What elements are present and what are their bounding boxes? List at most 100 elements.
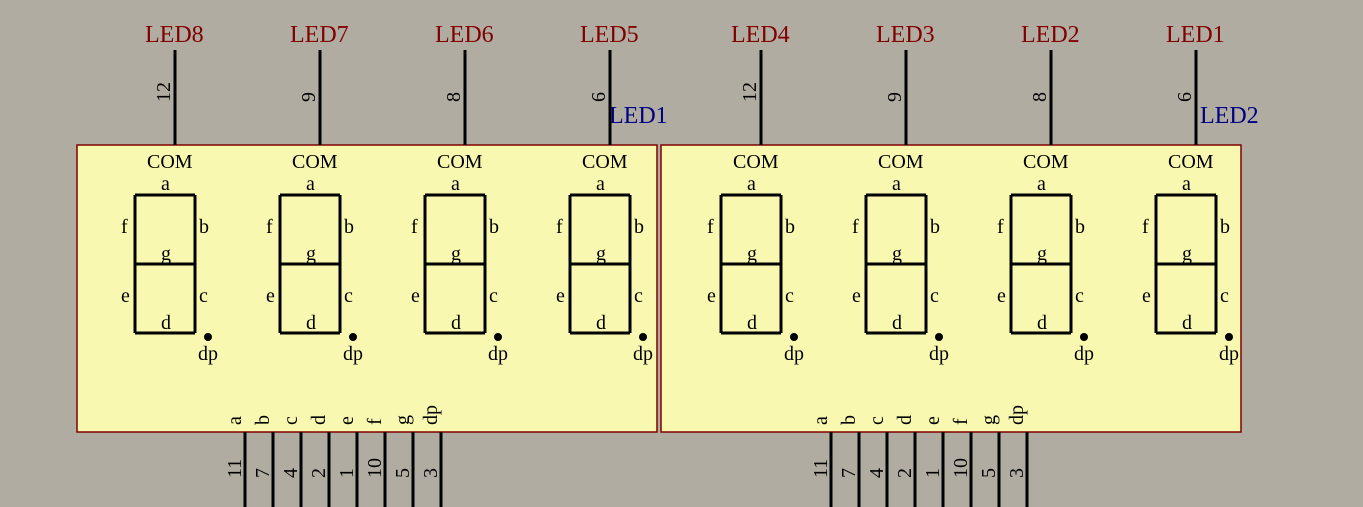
com-label: COM xyxy=(1023,151,1069,173)
com-label: COM xyxy=(437,151,483,173)
bottom-pin-label: c xyxy=(280,416,302,425)
bottom-pin-number: 5 xyxy=(978,468,1000,478)
lbl-a: a xyxy=(747,173,756,195)
lbl-dp: dp xyxy=(488,343,508,365)
schematic-canvas: LED1LED812COMLED79COMLED68COMLED56COMagd… xyxy=(0,0,1363,507)
bottom-pin-number: 7 xyxy=(252,468,274,478)
seg-dp xyxy=(204,333,212,341)
lbl-d: d xyxy=(1182,312,1192,334)
net-label: LED8 xyxy=(145,22,204,48)
lbl-g: g xyxy=(451,243,461,265)
com-label: COM xyxy=(582,151,628,173)
lbl-f: f xyxy=(1142,216,1149,238)
lbl-a: a xyxy=(306,173,315,195)
bottom-pin-number: 10 xyxy=(364,458,386,478)
seg-dp xyxy=(1225,333,1233,341)
lbl-b: b xyxy=(344,216,354,238)
net-label: LED3 xyxy=(876,22,935,48)
lbl-g: g xyxy=(161,243,171,265)
lbl-g: g xyxy=(892,243,902,265)
net-label: LED2 xyxy=(1021,22,1080,48)
bottom-pin-label: g xyxy=(978,415,1000,425)
lbl-f: f xyxy=(266,216,273,238)
bottom-pin-label: g xyxy=(392,415,414,425)
lbl-f: f xyxy=(411,216,418,238)
lbl-g: g xyxy=(596,243,606,265)
lbl-c: c xyxy=(344,285,353,307)
pin-number: 6 xyxy=(1174,92,1196,102)
bottom-pin-number: 1 xyxy=(336,468,358,478)
lbl-g: g xyxy=(1037,243,1047,265)
lbl-g: g xyxy=(747,243,757,265)
lbl-c: c xyxy=(785,285,794,307)
bottom-pin-number: 11 xyxy=(224,459,246,478)
lbl-e: e xyxy=(411,285,420,307)
bottom-pin-label: a xyxy=(224,416,246,425)
lbl-e: e xyxy=(997,285,1006,307)
com-label: COM xyxy=(292,151,338,173)
com-label: COM xyxy=(147,151,193,173)
pin-number: 9 xyxy=(298,92,320,102)
lbl-b: b xyxy=(199,216,209,238)
seg-dp xyxy=(790,333,798,341)
bottom-pin-number: 5 xyxy=(392,468,414,478)
lbl-f: f xyxy=(121,216,128,238)
lbl-c: c xyxy=(199,285,208,307)
lbl-a: a xyxy=(892,173,901,195)
lbl-e: e xyxy=(852,285,861,307)
lbl-f: f xyxy=(852,216,859,238)
lbl-e: e xyxy=(1142,285,1151,307)
lbl-a: a xyxy=(1182,173,1191,195)
lbl-b: b xyxy=(1075,216,1085,238)
lbl-f: f xyxy=(707,216,714,238)
lbl-b: b xyxy=(930,216,940,238)
pin-number: 8 xyxy=(1029,92,1051,102)
ref-label: LED1 xyxy=(609,103,668,129)
bottom-pin-label: d xyxy=(308,415,330,425)
bottom-pin-label: e xyxy=(922,416,944,425)
bottom-pin-number: 2 xyxy=(308,468,330,478)
seg-dp xyxy=(639,333,647,341)
lbl-c: c xyxy=(634,285,643,307)
bottom-pin-number: 2 xyxy=(894,468,916,478)
bottom-pin-number: 3 xyxy=(1006,468,1028,478)
lbl-dp: dp xyxy=(784,343,804,365)
bottom-pin-label: dp xyxy=(1006,405,1028,425)
lbl-dp: dp xyxy=(633,343,653,365)
bottom-pin-number: 4 xyxy=(866,468,888,478)
lbl-a: a xyxy=(1037,173,1046,195)
bottom-pin-number: 11 xyxy=(810,459,832,478)
seg-dp xyxy=(494,333,502,341)
pin-number: 8 xyxy=(443,92,465,102)
lbl-c: c xyxy=(1075,285,1084,307)
bottom-pin-number: 10 xyxy=(950,458,972,478)
bottom-pin-label: d xyxy=(894,415,916,425)
bottom-pin-label: c xyxy=(866,416,888,425)
lbl-f: f xyxy=(997,216,1004,238)
lbl-b: b xyxy=(634,216,644,238)
lbl-dp: dp xyxy=(198,343,218,365)
com-label: COM xyxy=(733,151,779,173)
ref-label: LED2 xyxy=(1200,103,1259,129)
net-label: LED7 xyxy=(290,22,349,48)
com-label: COM xyxy=(878,151,924,173)
pin-number: 12 xyxy=(153,82,175,102)
lbl-d: d xyxy=(892,312,902,334)
lbl-dp: dp xyxy=(343,343,363,365)
seg-dp xyxy=(1080,333,1088,341)
pin-number: 6 xyxy=(588,92,610,102)
pin-number: 12 xyxy=(739,82,761,102)
bottom-pin-number: 4 xyxy=(280,468,302,478)
lbl-d: d xyxy=(747,312,757,334)
bottom-pin-number: 1 xyxy=(922,468,944,478)
lbl-dp: dp xyxy=(1074,343,1094,365)
seg-dp xyxy=(349,333,357,341)
lbl-d: d xyxy=(161,312,171,334)
lbl-d: d xyxy=(451,312,461,334)
pin-number: 9 xyxy=(884,92,906,102)
lbl-c: c xyxy=(930,285,939,307)
lbl-g: g xyxy=(306,243,316,265)
com-label: COM xyxy=(1168,151,1214,173)
seg-dp xyxy=(935,333,943,341)
bottom-pin-label: b xyxy=(252,415,274,425)
